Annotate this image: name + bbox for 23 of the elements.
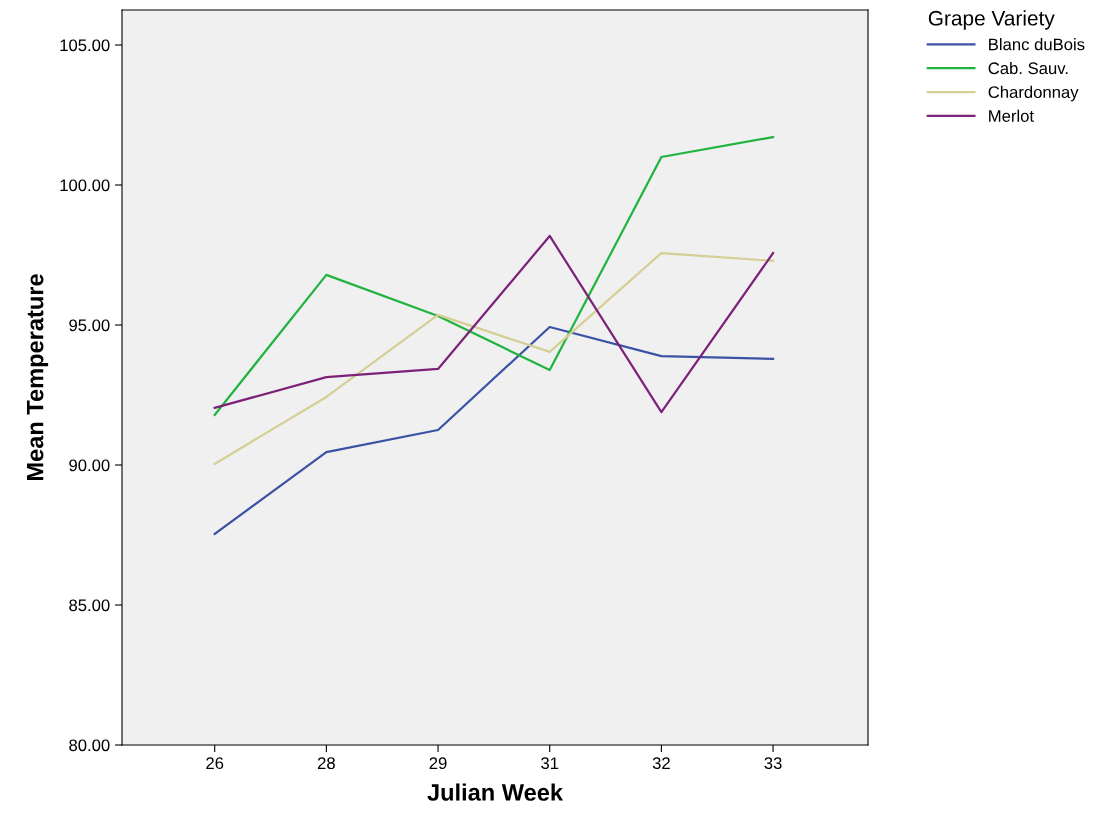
y-tick-label: 95.00 <box>69 319 110 332</box>
x-tick-label: 31 <box>541 757 559 770</box>
y-tick-label: 80.00 <box>69 739 110 752</box>
y-tick-label: 105.00 <box>60 39 110 52</box>
legend-label: Merlot <box>989 109 1034 122</box>
legend-label: Chardonnay <box>988 85 1079 102</box>
x-tick-label: 32 <box>652 757 670 770</box>
x-tick-label: 33 <box>764 757 782 770</box>
line-series <box>213 136 775 416</box>
line-series <box>213 251 775 465</box>
line-series <box>213 234 775 414</box>
y-tick-label: 90.00 <box>69 459 110 472</box>
legend-label: Blanc duBois <box>989 38 1085 51</box>
x-tick-label: 26 <box>206 757 224 770</box>
y-tick-label: 100.00 <box>60 179 110 192</box>
legend-title: Grape Variety <box>928 10 1055 30</box>
y-axis-title: Mean Temperature <box>26 274 49 481</box>
y-tick-label: 85.00 <box>69 599 110 612</box>
x-tick-label: 28 <box>317 757 335 770</box>
line-series <box>213 325 775 535</box>
legend-label: Cab. Sauv. <box>988 61 1068 75</box>
x-axis-title: Julian Week <box>427 783 564 801</box>
x-tick-label: 29 <box>429 757 447 770</box>
